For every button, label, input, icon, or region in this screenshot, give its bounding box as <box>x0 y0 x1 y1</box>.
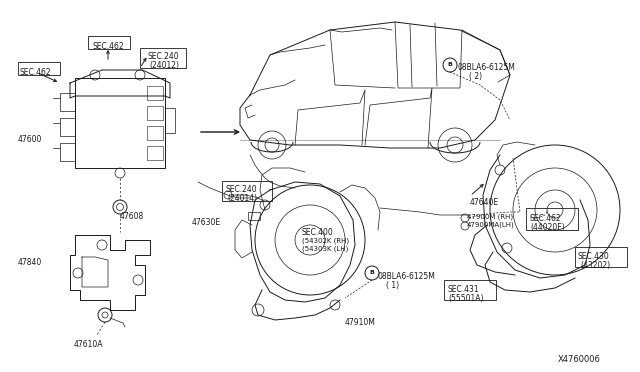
Text: X4760006: X4760006 <box>558 355 601 364</box>
Text: 47840: 47840 <box>18 258 42 267</box>
Text: (44020F): (44020F) <box>530 223 564 232</box>
Text: SEC.400: SEC.400 <box>302 228 333 237</box>
Bar <box>222 181 272 201</box>
Bar <box>575 247 627 267</box>
Bar <box>60 93 75 111</box>
Bar <box>88 36 130 49</box>
Text: (24014): (24014) <box>227 194 257 203</box>
Text: SEC.462: SEC.462 <box>20 68 52 77</box>
Bar <box>75 78 165 168</box>
Text: (55501A): (55501A) <box>448 294 483 303</box>
Bar <box>444 280 496 300</box>
Text: 08BLA6-6125M: 08BLA6-6125M <box>378 272 436 281</box>
Text: 08BLA6-6125M: 08BLA6-6125M <box>457 63 515 72</box>
Bar <box>140 48 186 68</box>
Text: (54303K (LH): (54303K (LH) <box>302 246 348 253</box>
Bar <box>147 86 163 100</box>
Bar <box>147 106 163 120</box>
Text: 47610A: 47610A <box>73 340 103 349</box>
Text: 47900M (RH): 47900M (RH) <box>467 214 513 221</box>
Bar <box>147 146 163 160</box>
Text: SEC.240: SEC.240 <box>226 185 258 194</box>
Text: 47900MA(LH): 47900MA(LH) <box>467 222 515 228</box>
Text: 47600: 47600 <box>18 135 42 144</box>
Bar <box>60 118 75 136</box>
Bar <box>147 126 163 140</box>
Text: (54302K (RH): (54302K (RH) <box>302 237 349 244</box>
Text: 47910M: 47910M <box>345 318 376 327</box>
Bar <box>526 208 578 230</box>
Text: (24012): (24012) <box>149 61 179 70</box>
Bar <box>248 212 260 220</box>
Text: 47608: 47608 <box>120 212 144 221</box>
Bar <box>18 62 60 75</box>
Text: SEC.431: SEC.431 <box>448 285 479 294</box>
Text: 47630E: 47630E <box>192 218 221 227</box>
Text: ( 1): ( 1) <box>386 281 399 290</box>
Text: (43202): (43202) <box>580 261 610 270</box>
Bar <box>60 143 75 161</box>
Text: SEC.462: SEC.462 <box>530 214 562 223</box>
Text: SEC.430: SEC.430 <box>578 252 610 261</box>
Text: SEC.240: SEC.240 <box>148 52 180 61</box>
Text: ( 2): ( 2) <box>469 72 482 81</box>
Text: B: B <box>369 270 374 276</box>
Text: 47640E: 47640E <box>470 198 499 207</box>
Text: SEC.462: SEC.462 <box>92 42 124 51</box>
Bar <box>165 108 175 133</box>
Text: B: B <box>447 62 452 67</box>
